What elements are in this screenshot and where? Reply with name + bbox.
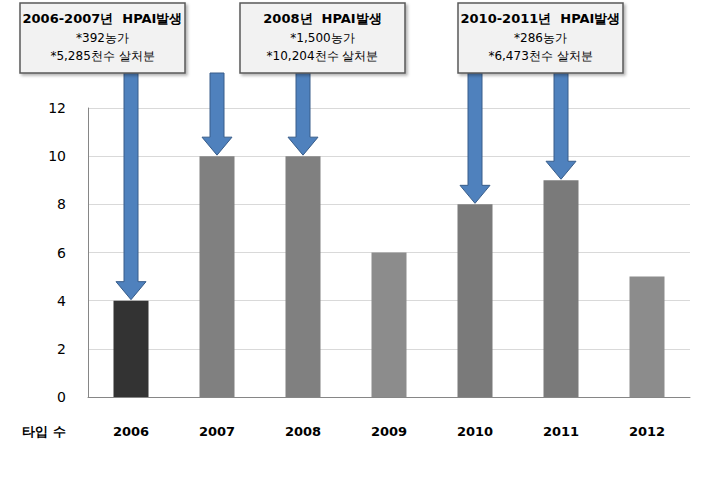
svg-text:0: 0 (57, 389, 66, 405)
svg-text:2008: 2008 (285, 424, 321, 439)
svg-text:12: 12 (48, 100, 66, 116)
svg-text:2009: 2009 (371, 424, 407, 439)
svg-text:*286농가: *286농가 (514, 31, 567, 45)
svg-text:타입 수: 타입 수 (22, 424, 66, 439)
svg-text:*10,204천수 살처분: *10,204천수 살처분 (267, 49, 379, 63)
svg-text:2010-2011년 HPAI발생: 2010-2011년 HPAI발생 (461, 11, 621, 26)
svg-text:2006: 2006 (113, 424, 149, 439)
svg-text:2006-2007년 HPAI발생: 2006-2007년 HPAI발생 (23, 11, 183, 26)
svg-text:2010: 2010 (457, 424, 493, 439)
svg-text:4: 4 (57, 293, 66, 309)
svg-text:2008년 HPAI발생: 2008년 HPAI발생 (263, 11, 381, 26)
svg-text:*1,500농가: *1,500농가 (290, 31, 354, 45)
svg-text:*392농가: *392농가 (76, 31, 129, 45)
svg-text:6: 6 (57, 245, 66, 261)
svg-text:2011: 2011 (543, 424, 579, 439)
svg-text:2: 2 (57, 341, 66, 357)
svg-text:*5,285천수 살처분: *5,285천수 살처분 (50, 49, 154, 63)
svg-text:2007: 2007 (199, 424, 235, 439)
svg-text:*6,473천수 살처분: *6,473천수 살처분 (488, 49, 592, 63)
svg-text:8: 8 (57, 196, 66, 212)
svg-text:2012: 2012 (629, 424, 665, 439)
svg-text:10: 10 (48, 148, 66, 164)
